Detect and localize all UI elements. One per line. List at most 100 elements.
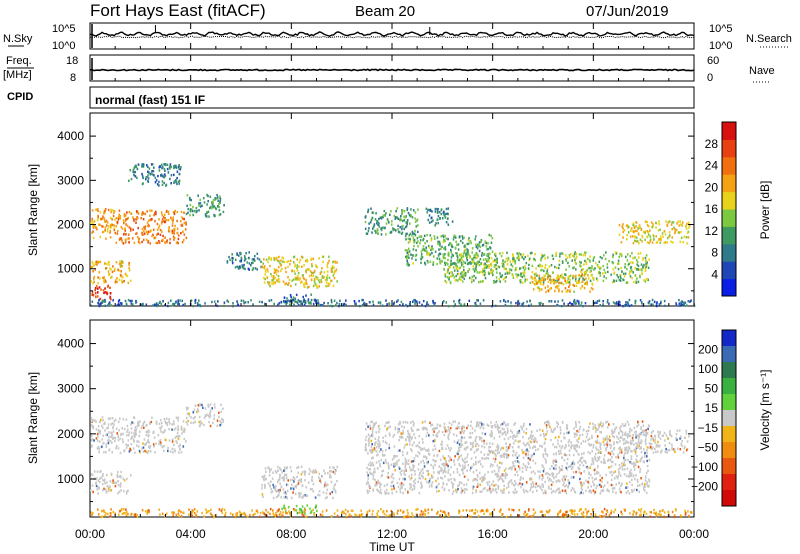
power-cell xyxy=(130,302,133,305)
velocity-cell xyxy=(589,466,591,469)
power-cell xyxy=(491,271,494,275)
velocity-cell xyxy=(378,460,380,463)
power-cell xyxy=(658,238,660,241)
power-cell xyxy=(517,273,519,277)
power-cell xyxy=(419,242,421,245)
power-cell xyxy=(223,204,225,207)
velocity-cell xyxy=(119,451,122,455)
velocity-cell xyxy=(300,492,302,495)
velocity-cell xyxy=(594,490,597,494)
power-cell xyxy=(563,302,565,305)
power-cell xyxy=(560,274,562,278)
velocity-cell xyxy=(134,451,136,454)
velocity-cell xyxy=(466,453,469,456)
power-cell xyxy=(456,269,459,273)
velocity-cell xyxy=(440,447,443,450)
power-cell xyxy=(443,256,445,259)
power-cell xyxy=(141,231,143,235)
velocity-cell xyxy=(480,425,483,428)
power-cell xyxy=(270,299,273,302)
velocity-cell xyxy=(211,407,213,410)
velocity-cell xyxy=(137,420,139,424)
velocity-cell xyxy=(402,462,404,465)
power-cell xyxy=(575,255,578,258)
power-cell xyxy=(397,228,399,231)
power-cell xyxy=(406,219,409,222)
velocity-cell xyxy=(595,430,597,433)
power-cell xyxy=(163,163,165,166)
velocity-cell xyxy=(127,444,129,447)
power-cell xyxy=(556,280,558,283)
velocity-cell xyxy=(279,473,281,477)
power-cell xyxy=(631,269,633,272)
power-cell xyxy=(591,265,593,268)
velocity-cell xyxy=(117,420,120,423)
power-colorbar-label: Power [dB] xyxy=(758,181,772,240)
velocity-cell xyxy=(109,480,112,483)
velocity-cell xyxy=(628,474,631,478)
power-cell xyxy=(407,211,410,215)
power-cell xyxy=(254,267,257,270)
velocity-cell xyxy=(98,487,100,490)
velocity-cell xyxy=(113,423,115,426)
power-cell xyxy=(119,214,121,218)
velocity-cell xyxy=(334,472,336,475)
velocity-cell xyxy=(403,477,405,480)
power-cell xyxy=(646,230,649,233)
power-cell xyxy=(217,199,219,202)
power-cell xyxy=(632,271,634,274)
velocity-cell xyxy=(293,480,295,483)
power-cell xyxy=(147,174,149,177)
velocity-cell xyxy=(589,452,591,455)
velocity-cell xyxy=(172,420,175,423)
power-cell xyxy=(549,281,552,285)
velocity-cell xyxy=(567,440,570,444)
velocity-cell xyxy=(117,483,120,487)
velocity-cell xyxy=(208,416,211,419)
power-cell xyxy=(328,276,331,279)
power-cell xyxy=(681,223,683,226)
power-cell xyxy=(177,234,180,237)
power-cell xyxy=(118,213,120,216)
power-cell xyxy=(532,288,535,291)
velocity-cell xyxy=(418,434,421,438)
velocity-cell xyxy=(168,420,170,424)
velocity-cell xyxy=(285,476,288,479)
velocity-cell xyxy=(101,416,104,419)
power-cell xyxy=(415,249,417,252)
velocity-cell xyxy=(319,478,321,481)
power-cell xyxy=(137,163,140,166)
power-cell xyxy=(606,263,609,266)
velocity-cell xyxy=(495,454,497,458)
velocity-cell xyxy=(414,470,416,473)
power-cell xyxy=(659,238,661,241)
power-cell xyxy=(645,262,647,265)
velocity-cell xyxy=(607,451,610,455)
velocity-cell xyxy=(613,442,615,446)
power-cell xyxy=(554,286,557,289)
power-cell xyxy=(414,299,416,302)
power-cell xyxy=(466,242,469,246)
velocity-cell xyxy=(618,472,621,475)
power-cell xyxy=(462,255,465,258)
velocity-cell xyxy=(367,439,370,443)
power-cell xyxy=(540,259,542,262)
velocity-cell xyxy=(271,477,274,480)
velocity-cell xyxy=(490,430,493,433)
velocity-cell xyxy=(565,492,568,495)
power-cell xyxy=(412,209,415,212)
power-cell xyxy=(312,257,314,261)
power-cell xyxy=(514,262,517,265)
velocity-cell xyxy=(436,454,439,457)
power-cell xyxy=(236,300,238,303)
power-cell xyxy=(490,262,493,265)
velocity-cell xyxy=(495,491,498,494)
power-cell xyxy=(140,216,142,220)
velocity-cell xyxy=(326,488,329,491)
velocity-cell xyxy=(188,414,191,417)
power-cell xyxy=(606,299,609,302)
power-cell xyxy=(448,276,450,279)
velocity-cell xyxy=(192,411,195,414)
power-cell xyxy=(452,254,454,257)
velocity-cell xyxy=(324,496,327,500)
